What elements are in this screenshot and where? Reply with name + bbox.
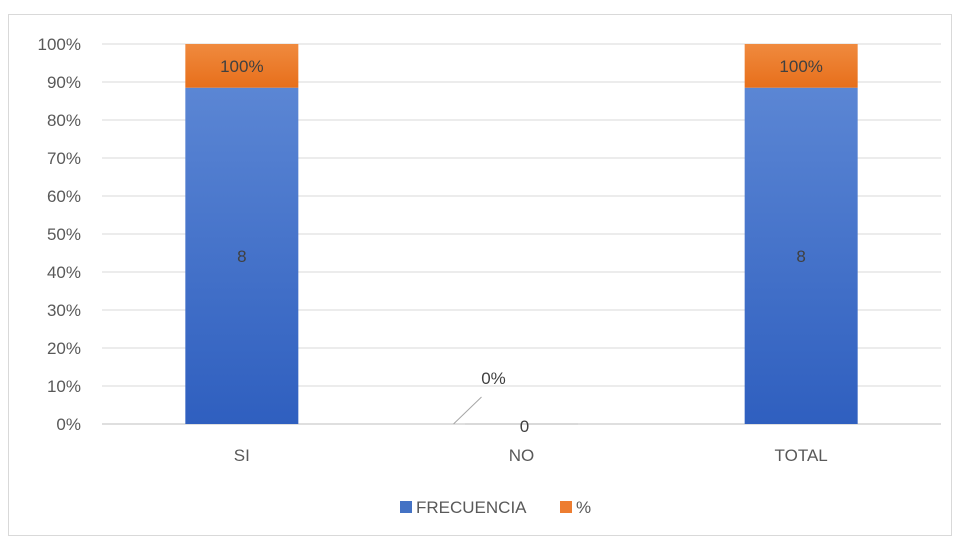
y-tick-label: 30% [47,301,81,320]
data-label-frecuencia: 8 [796,247,805,266]
bar-percent [744,44,858,88]
y-tick-label: 50% [47,225,81,244]
y-tick-label: 80% [47,111,81,130]
bar-frecuencia [744,87,858,424]
legend-item-percent-swatch [560,501,572,513]
leader-line [453,396,482,425]
legend: FRECUENCIA% [400,498,591,517]
y-tick-label: 10% [47,377,81,396]
data-label-frecuencia: 0 [520,417,529,436]
legend-item-frecuencia-swatch [400,501,412,513]
data-label-percent: 100% [779,57,822,76]
y-tick-label: 40% [47,263,81,282]
y-tick-label: 70% [47,149,81,168]
y-tick-label: 20% [47,339,81,358]
bars: 8 100% 0 0% 8 100% [185,44,858,436]
y-tick-label: 60% [47,187,81,206]
legend-item-frecuencia-label: FRECUENCIA [416,498,527,517]
y-tick-label: 100% [38,35,81,54]
x-category-label: TOTAL [775,446,828,465]
x-axis: SI NO TOTAL [234,446,828,465]
x-category-label: NO [509,446,535,465]
data-label-percent: 100% [220,57,263,76]
bar-frecuencia [185,87,299,424]
y-axis: 0% 10% 20% 30% 40% 50% 60% 70% 80% 90% 100% [38,35,81,434]
y-tick-label: 90% [47,73,81,92]
data-label-frecuencia: 8 [237,247,246,266]
y-tick-label: 0% [56,415,81,434]
x-category-label: SI [234,446,250,465]
data-label-percent: 0% [481,369,506,388]
legend-item-percent-label: % [576,498,591,517]
bar-percent [185,44,299,88]
